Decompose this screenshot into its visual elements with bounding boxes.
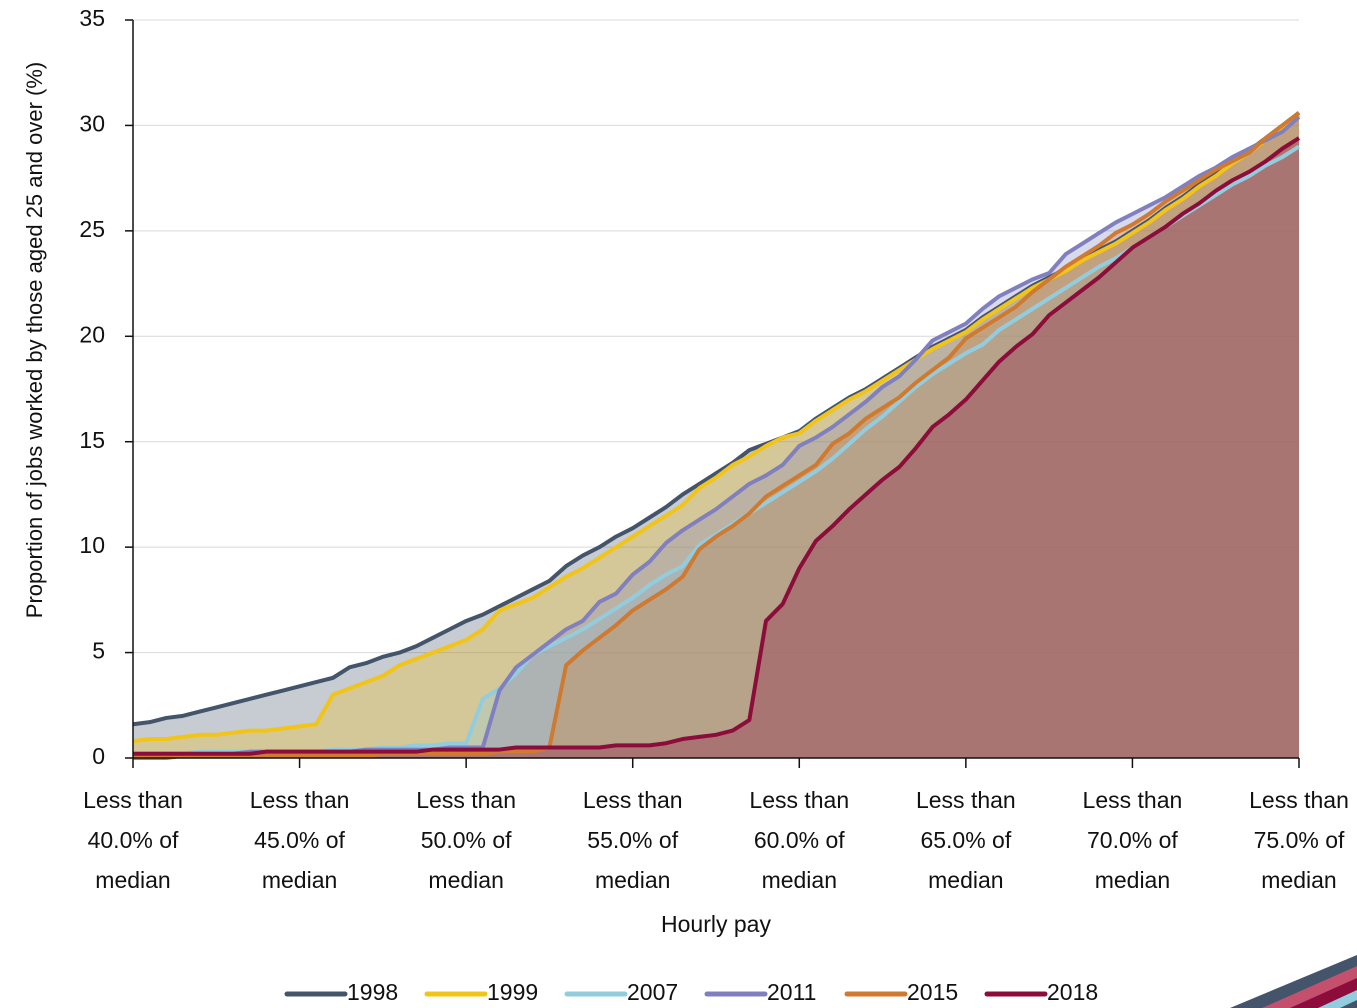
line xyxy=(133,136,1301,756)
x-tick-label: Less than 50.0% of median xyxy=(416,787,517,893)
legend-label: 2007 xyxy=(627,979,678,1005)
y-tick-label: 15 xyxy=(79,427,105,453)
y-axis-label: Proportion of jobs worked by those aged … xyxy=(22,62,47,618)
area xyxy=(133,112,1299,758)
area xyxy=(133,114,1299,758)
y-tick-label: 30 xyxy=(79,111,105,137)
y-tick-label: 0 xyxy=(92,743,105,769)
legend-label: 2015 xyxy=(907,979,958,1005)
x-axis-label: Hourly pay xyxy=(661,911,771,937)
legend-label: 2011 xyxy=(767,979,816,1005)
decoration xyxy=(1290,978,1357,1008)
y-tick-label: 25 xyxy=(79,216,105,242)
x-tick-label: Less than 45.0% of median xyxy=(249,787,350,893)
x-tick-label: Less than 70.0% of median xyxy=(1082,787,1183,893)
x-tick-label: Less than 60.0% of median xyxy=(749,787,850,893)
line xyxy=(132,113,1301,744)
x-tick-label: Less than 40.0% of median xyxy=(83,787,183,893)
y-tick-label: 5 xyxy=(92,638,105,664)
x-tick-label: Less than 65.0% of median xyxy=(915,787,1016,893)
legend-label: 1999 xyxy=(487,979,538,1005)
legend-label: 2018 xyxy=(1047,979,1098,1005)
area xyxy=(133,146,1299,758)
line xyxy=(133,111,1301,760)
area xyxy=(133,138,1299,758)
decoration xyxy=(1318,990,1357,1008)
area xyxy=(133,116,1299,759)
x-tick-label: Less than 75.0% of median xyxy=(1249,787,1349,893)
area xyxy=(133,112,1299,758)
y-tick-label: 35 xyxy=(79,5,105,31)
decoration xyxy=(1262,966,1357,1008)
y-tick-label: 20 xyxy=(79,321,105,347)
x-tick-label: Less than 55.0% of median xyxy=(582,787,683,893)
y-tick-label: 10 xyxy=(79,532,105,558)
legend-label: 1998 xyxy=(347,979,398,1005)
